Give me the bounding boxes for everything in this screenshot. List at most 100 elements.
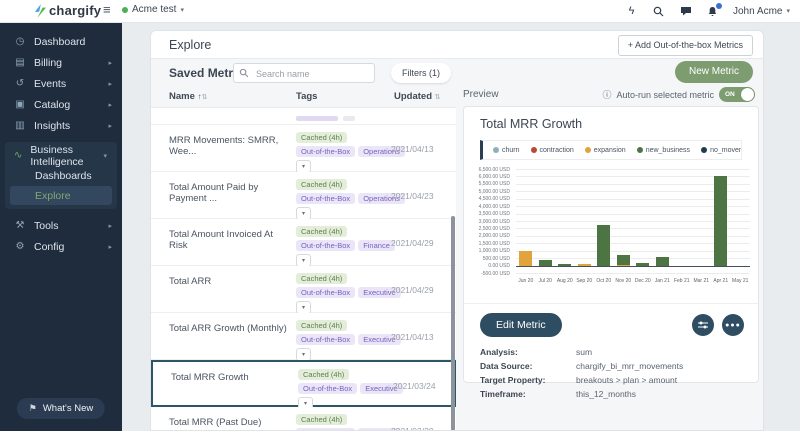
- chart-legend: churn contraction expansion new_business no_…: [480, 140, 742, 160]
- sidebar-item-dashboards[interactable]: Dashboards: [35, 169, 92, 182]
- detail-label: Target Property:: [480, 375, 546, 385]
- detail-value: chargify_bi_mrr_movements: [576, 361, 684, 371]
- sort-icon: ⇅: [201, 94, 208, 101]
- tag: Executive: [358, 334, 401, 345]
- detail-row: Target Property: breakouts > plan > amoun…: [464, 375, 758, 389]
- chart-settings-button[interactable]: [692, 314, 714, 336]
- site-switcher[interactable]: Acme test ▾: [122, 4, 184, 15]
- search-icon[interactable]: [652, 5, 665, 18]
- y-tick-label: 3,500.00 USD: [478, 211, 510, 218]
- sidebar-item-dashboard[interactable]: ◷ Dashboard: [0, 31, 122, 52]
- y-tick-label: 2,500.00 USD: [478, 225, 510, 232]
- tag-more-dropdown[interactable]: ▾: [298, 397, 313, 410]
- gridline: [516, 191, 750, 193]
- ellipsis-icon: ●●●: [725, 321, 741, 329]
- tag: Out-of-the-Box: [298, 383, 358, 394]
- metric-name: Total Amount Invoiced At Risk: [169, 229, 274, 251]
- sidebar-item-billing[interactable]: ▤ Billing ▸: [0, 52, 122, 73]
- notifications-bell-icon[interactable]: [706, 2, 722, 18]
- legend-item-churn[interactable]: churn: [493, 147, 520, 154]
- legend-item-no-movement[interactable]: no_movement: [701, 147, 741, 154]
- sidebar-item-events[interactable]: ↺ Events ▸: [0, 73, 122, 94]
- toggle-state-label: ON: [725, 91, 735, 98]
- table-row[interactable]: Total MRR Growth Cached (4h) Out-of-the-Bo…: [151, 360, 456, 410]
- sidebar-item-tools[interactable]: ⚒ Tools ▸: [0, 215, 122, 236]
- x-axis: Jun 20 Jul 20 Aug 20 Sep 20 Oct 20 Nov 20 Dec …: [516, 276, 750, 288]
- metric-details: Analysis: sum Data Source: chargify_bi_mrr_…: [464, 347, 758, 403]
- info-icon: ⓘ: [602, 90, 612, 100]
- metric-preview-card: Total MRR Growth churn contraction expansi…: [463, 106, 759, 399]
- megaphone-icon: ⚑: [28, 403, 37, 413]
- hamburger-menu-icon[interactable]: ≡: [103, 2, 111, 17]
- table-row-partial[interactable]: [151, 108, 456, 125]
- sidebar-item-label: Events: [34, 77, 67, 90]
- gridline: [516, 250, 750, 252]
- gridline: [516, 258, 750, 260]
- tag: Out-of-the-Box: [296, 287, 356, 298]
- sidebar-item-catalog[interactable]: ▣ Catalog ▸: [0, 94, 122, 115]
- detail-value: breakouts > plan > amount: [576, 375, 678, 385]
- column-header-name[interactable]: Name ↑⇅: [169, 91, 208, 102]
- tag: Executive: [360, 383, 403, 394]
- explore-panel: Explore + Add Out-of-the-box Metrics Sav…: [150, 30, 764, 431]
- bar-new-business: [538, 260, 552, 266]
- y-tick-label: 5,000.00 USD: [478, 188, 510, 195]
- table-row[interactable]: MRR Movements: SMRR, Wee... Cached (4h) Ou…: [151, 125, 456, 173]
- plot-area: [516, 169, 750, 274]
- more-options-button[interactable]: ●●●: [722, 314, 744, 336]
- metric-name: Total ARR Growth (Monthly): [169, 323, 287, 334]
- sidebar-item-config[interactable]: ⚙ Config ▸: [0, 236, 122, 257]
- tag-more-dropdown[interactable]: ▾: [296, 160, 311, 173]
- tag: Cached (4h): [296, 320, 348, 331]
- edit-metric-button[interactable]: Edit Metric: [480, 313, 562, 337]
- filters-button[interactable]: Filters (1): [391, 63, 451, 83]
- bar-new-business: [597, 225, 611, 266]
- bi-section: ∿ Business Intelligence ▾ Dashboards Explore: [5, 142, 117, 209]
- column-header-updated[interactable]: Updated ⇅: [394, 91, 441, 102]
- chargify-logo[interactable]: chargify: [34, 3, 101, 18]
- auto-run-control: ⓘ Auto-run selected metric ON: [602, 87, 755, 102]
- y-axis: 6,500.00 USD 6,000.00 USD 5,500.00 USD 5,00…: [470, 167, 512, 277]
- chat-icon[interactable]: [679, 5, 692, 18]
- add-out-of-box-metrics-button[interactable]: + Add Out-of-the-box Metrics: [617, 35, 753, 56]
- sidebar-item-business-intelligence[interactable]: ∿ Business Intelligence ▾: [5, 144, 117, 168]
- sidebar-item-explore[interactable]: Explore: [10, 186, 112, 205]
- metric-tags: Cached (4h) Out-of-the-Box Operations ▾: [296, 179, 408, 220]
- toggle-knob: [741, 88, 754, 101]
- auto-run-toggle[interactable]: ON: [719, 87, 755, 102]
- new-metric-button[interactable]: New Metric: [674, 61, 753, 83]
- gridline: [516, 198, 750, 200]
- tag: Out-of-the-Box: [296, 193, 356, 204]
- search-input[interactable]: [254, 65, 374, 83]
- sidebar-item-insights[interactable]: ▥ Insights ▸: [0, 115, 122, 136]
- metric-updated-date: 2021/04/13: [391, 144, 434, 154]
- bolt-icon[interactable]: ϟ: [628, 5, 635, 17]
- legend-item-new-business[interactable]: new_business: [636, 147, 690, 154]
- list-scrollbar[interactable]: [451, 216, 455, 430]
- x-tick-label: Jun 20: [518, 278, 534, 284]
- chart-area: 6,500.00 USD 6,000.00 USD 5,500.00 USD 5,00…: [470, 167, 750, 291]
- column-header-tags[interactable]: Tags: [296, 91, 318, 102]
- metric-tags: Cached (4h) Out-of-the-Box Operations ▾: [296, 132, 408, 173]
- whats-new-button[interactable]: ⚑ What's New: [16, 398, 106, 419]
- divider: [464, 303, 758, 304]
- user-menu[interactable]: John Acme ▾: [733, 6, 790, 17]
- table-row[interactable]: Total ARR Cached (4h) Out-of-the-Box Execut…: [151, 266, 456, 314]
- detail-value: this_12_months: [576, 389, 637, 399]
- legend-label: expansion: [593, 146, 626, 154]
- table-row[interactable]: Total Amount Paid by Payment ... Cached (…: [151, 172, 456, 220]
- preview-label: Preview: [463, 89, 499, 100]
- events-icon: ↺: [15, 78, 25, 89]
- table-row[interactable]: Total MRR (Past Due) Cached (4h) Out-of-th…: [151, 407, 456, 430]
- chevron-right-icon: ▸: [108, 222, 112, 230]
- topbar: chargify ≡ Acme test ▾ ϟ John Acme ▾: [0, 0, 800, 23]
- metric-list: MRR Movements: SMRR, Wee... Cached (4h) Ou…: [151, 107, 456, 430]
- legend-item-contraction[interactable]: contraction: [530, 147, 574, 154]
- legend-item-expansion[interactable]: expansion: [584, 146, 626, 154]
- metric-name: Total Amount Paid by Payment ...: [169, 182, 259, 204]
- dashboard-icon: ◷: [15, 36, 25, 47]
- tag-fragment: [343, 116, 355, 121]
- table-row[interactable]: Total Amount Invoiced At Risk Cached (4h)…: [151, 219, 456, 267]
- table-row[interactable]: Total ARR Growth (Monthly) Cached (4h) Out…: [151, 313, 456, 361]
- gridline: [516, 235, 750, 237]
